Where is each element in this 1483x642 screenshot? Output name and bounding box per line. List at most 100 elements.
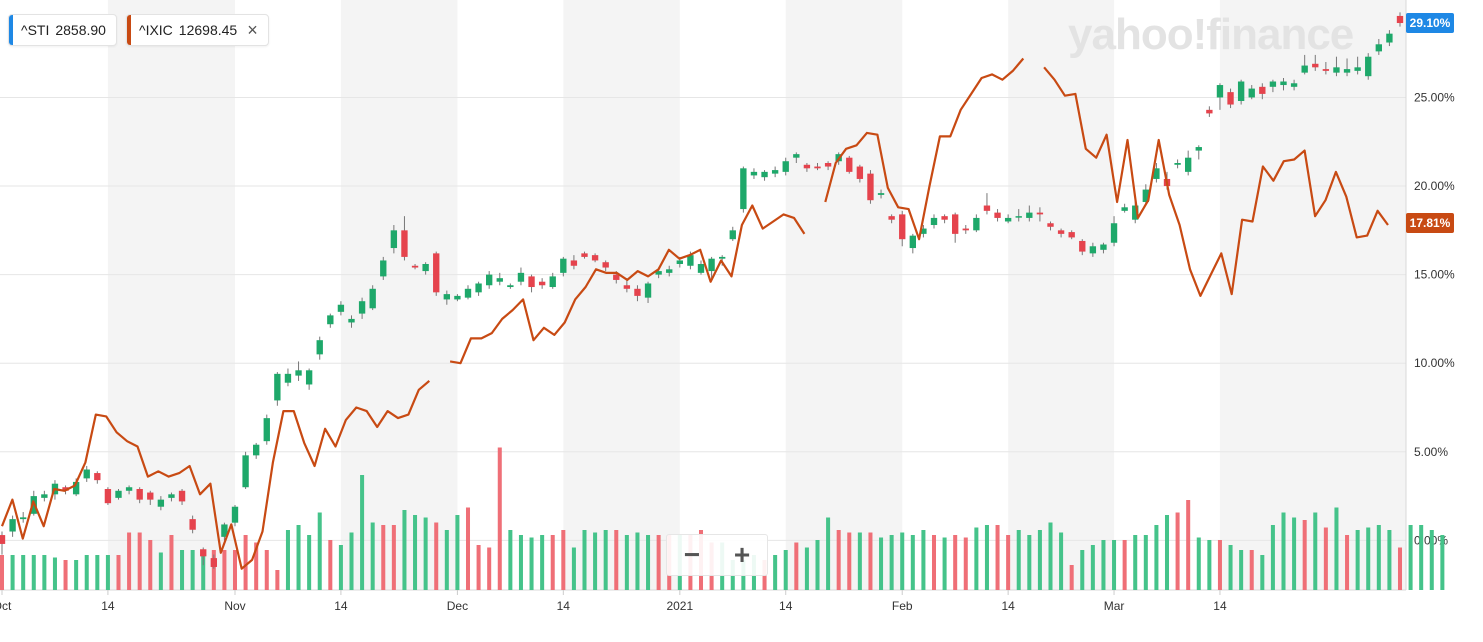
candle-body [72, 481, 80, 495]
candle-body [708, 258, 715, 272]
volume-bar [857, 532, 862, 590]
volume-bar [953, 535, 958, 590]
volume-bar [444, 530, 449, 590]
ixic-last-value-label: 17.81% [1406, 213, 1454, 233]
volume-bar [275, 570, 280, 590]
candle-body [1068, 232, 1075, 238]
volume-bar [1101, 540, 1106, 590]
volume-bar [868, 532, 873, 590]
volume-bar [232, 550, 238, 590]
volume-bar [328, 540, 333, 590]
legend-ixic[interactable]: ^IXIC 12698.45 × [126, 14, 269, 46]
candle-body [655, 271, 662, 275]
volume-bar [508, 530, 513, 590]
candle-body [962, 228, 969, 231]
candle-body [147, 492, 154, 500]
candle-body [644, 283, 652, 298]
candle-body [750, 171, 758, 176]
volume-bar [476, 545, 481, 590]
volume-bar [804, 547, 809, 590]
volume-bar [1408, 525, 1413, 590]
candle-body [666, 269, 673, 273]
candle-body [930, 217, 938, 226]
candle-body [20, 517, 27, 520]
volume-bar [1345, 535, 1350, 590]
candle-body [528, 276, 535, 288]
volume-bar [910, 535, 915, 590]
candle-body [1015, 216, 1022, 218]
candle-body [771, 170, 779, 174]
volume-bar [360, 475, 365, 590]
candle-body [623, 285, 631, 289]
volume-bar [10, 555, 15, 590]
volume-bar [201, 552, 206, 590]
candle-body [9, 519, 16, 532]
volume-bar [169, 535, 174, 590]
candle-body [952, 214, 959, 234]
month-band [1219, 0, 1406, 590]
candle-body [1280, 81, 1287, 86]
sti-symbol: ^STI [21, 22, 50, 38]
legend-sti[interactable]: ^STI 2858.90 [8, 14, 117, 46]
x-tick-label: Feb [892, 599, 913, 613]
candle-body [295, 370, 302, 376]
volume-bar [381, 525, 386, 590]
candle-body [909, 235, 916, 249]
candle-body [274, 373, 281, 401]
volume-bar [1440, 535, 1445, 590]
volume-bar [254, 542, 259, 590]
volume-bar [0, 555, 5, 590]
volume-bar [1016, 530, 1021, 590]
volume-bar [1302, 520, 1307, 590]
month-band [785, 0, 903, 590]
y-tick-label: 25.00% [1414, 90, 1455, 104]
y-tick-label: 10.00% [1414, 356, 1455, 370]
candle-body [676, 260, 683, 264]
volume-bar [614, 530, 619, 590]
volume-bar [593, 532, 598, 590]
candle-body [348, 318, 355, 323]
zoom-out-button[interactable]: − [683, 539, 701, 570]
volume-bar [995, 525, 1000, 590]
volume-bar [889, 535, 894, 590]
candle-body [1312, 63, 1319, 68]
candle-body [1386, 33, 1393, 43]
volume-bar [1281, 512, 1286, 590]
ixic-value: 12698.45 [178, 22, 238, 38]
volume-bar [243, 535, 248, 590]
volume-bar [105, 555, 110, 590]
volume-bar [158, 552, 163, 590]
candle-body [62, 487, 69, 491]
volume-bar [974, 527, 979, 590]
volume-bar [1175, 512, 1180, 590]
volume-bar [52, 557, 57, 590]
volume-bar [413, 515, 418, 590]
volume-bar [1270, 525, 1275, 590]
volume-bar [1323, 527, 1328, 590]
volume-bar [1122, 540, 1127, 590]
candle-body [221, 524, 228, 537]
volume-bar [497, 447, 502, 590]
candle-body [1206, 109, 1213, 114]
candle-body [973, 217, 980, 231]
volume-bar [984, 525, 989, 590]
candle-body [507, 285, 514, 288]
volume-bar [1196, 537, 1201, 590]
candle-body [1047, 223, 1054, 227]
candle-body [867, 173, 874, 201]
candle-body [687, 255, 694, 266]
candle-body [104, 489, 112, 504]
zoom-in-button[interactable]: + [733, 539, 751, 570]
volume-bar [1376, 525, 1381, 590]
volume-bar [1292, 517, 1297, 590]
month-band [1008, 0, 1115, 590]
candle-body [803, 164, 811, 169]
candle-body [189, 519, 196, 530]
candle-body [327, 315, 334, 325]
remove-comparison-close-icon[interactable]: × [247, 20, 258, 40]
y-tick-label: 20.00% [1414, 179, 1455, 193]
candle-body [814, 166, 821, 169]
volume-bar [296, 525, 301, 590]
